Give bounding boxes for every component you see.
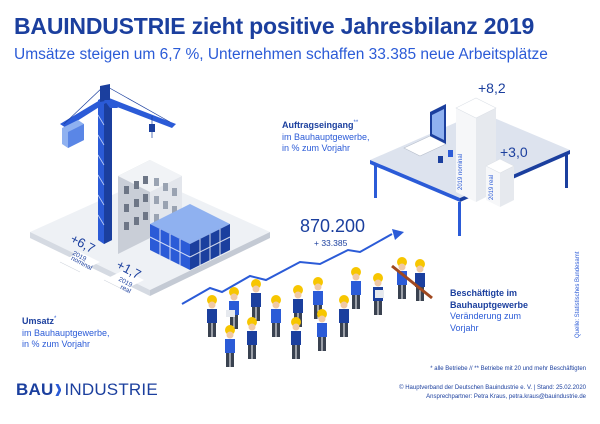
crane-icon: [60, 84, 176, 244]
logo-right: INDUSTRIE: [64, 380, 158, 399]
beschaeftigte-label-title2: Bauhauptgewerbe: [450, 299, 529, 310]
beschaeftigte-label-line1: Veränderung zum: [450, 311, 522, 321]
auftrag-label: Auftragseingang** im Bauhauptgewerbe, in…: [282, 118, 382, 155]
auftrag-label-title: Auftragseingang: [282, 120, 354, 130]
footnote-copyright: © Hauptverband der Deutschen Bauindustri…: [399, 385, 586, 391]
umsatz-bars: [59, 252, 144, 291]
logo-left: BAU: [16, 380, 54, 399]
umsatz-label: Umsatz* im Bauhauptgewerbe, in % zum Vor…: [22, 314, 142, 351]
auftrag-nominal-caption: 2019 nominal: [458, 153, 464, 190]
umsatz-label-line2: in % zum Vorjahr: [22, 339, 91, 349]
beschaeftigte-delta: + 33.385: [314, 238, 348, 248]
footnote-definitions: * alle Betriebe // ** Betriebe mit 20 un…: [430, 366, 586, 372]
umsatz-label-title: Umsatz: [22, 316, 55, 326]
auftrag-label-line1: im Bauhauptgewerbe,: [282, 131, 370, 142]
logo-chevron-icon: [55, 384, 62, 396]
auftrag-bars: [455, 97, 515, 207]
umsatz-label-line1: im Bauhauptgewerbe,: [22, 327, 110, 338]
logo: BAU INDUSTRIE: [16, 380, 158, 400]
construction-frame-icon: [149, 204, 231, 270]
auftrag-nominal-value: +8,2: [478, 80, 506, 96]
cup-icon: [438, 150, 453, 163]
workers-icon: [207, 257, 433, 367]
auftrag-real-value: +3,0: [500, 144, 528, 160]
beschaeftigte-total: 870.200: [300, 216, 366, 236]
beschaeftigte-label-line2: Vorjahr: [450, 322, 479, 333]
auftrag-real-caption: 2019 real: [489, 174, 495, 200]
footnote-contact: Ansprechpartner: Petra Kraus, petra.krau…: [426, 394, 586, 400]
umsatz-label-mark: *: [54, 316, 57, 322]
source-note: Quelle: Statistisches Bundesamt: [575, 251, 581, 338]
trend-arrow-icon: [181, 229, 404, 305]
page-title: BAUINDUSTRIE zieht positive Jahresbilanz…: [14, 13, 535, 39]
page-subtitle: Umsätze steigen um 6,7 %, Unternehmen sc…: [14, 46, 548, 63]
auftrag-label-line2: in % zum Vorjahr: [282, 143, 351, 153]
beschaeftigte-label: Beschäftigte im Bauhauptgewerbe Veränder…: [450, 288, 560, 334]
beschaeftigte-label-title1: Beschäftigte im: [450, 288, 518, 298]
laptop-icon: [403, 104, 447, 157]
auftrag-label-mark: **: [353, 120, 359, 126]
